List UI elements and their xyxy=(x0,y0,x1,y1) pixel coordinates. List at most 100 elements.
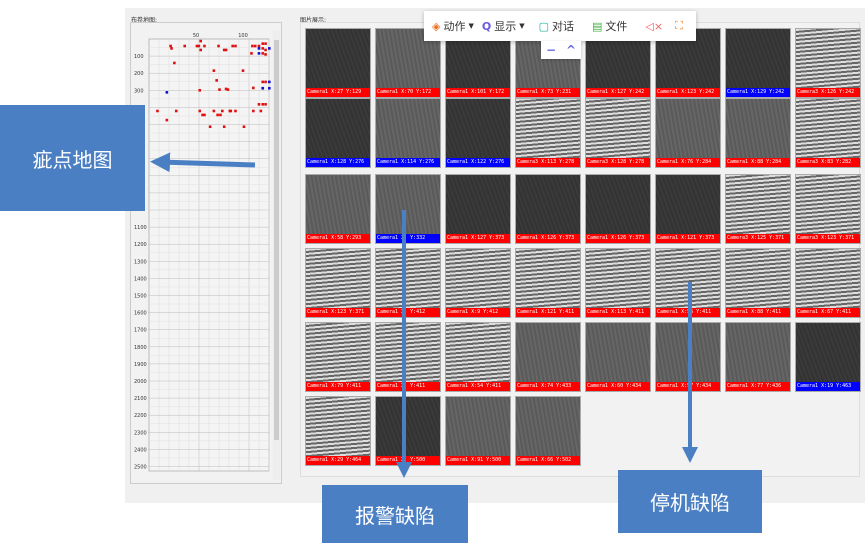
defect-image-tile[interactable]: Camera1 X: Y:411 xyxy=(375,322,441,392)
defect-image-tile[interactable]: Camera1 X:88 Y:411 xyxy=(725,248,791,318)
defect-image-tile[interactable]: Camera3 X:123 Y:371 xyxy=(795,174,861,244)
stop-defect-point xyxy=(268,80,271,84)
chat-icon: ▢ xyxy=(538,19,550,33)
defect-image-tile[interactable]: Camera1 X: Y:500 xyxy=(375,396,441,466)
tile-caption: Camera1 X: Y:500 xyxy=(376,456,440,465)
defect-image-tile[interactable]: Camera1 X:19 Y:463 xyxy=(795,322,861,392)
defect-image-tile[interactable]: Camera1 X:57 Y:434 xyxy=(655,322,721,392)
defect-image-tile[interactable]: Camera3 X:113 Y:278 xyxy=(515,98,581,168)
defect-image-tile[interactable]: Camera1 X:113 Y:411 xyxy=(585,248,651,318)
y-tick-label: 1900 xyxy=(134,362,147,368)
defect-image-tile[interactable]: Camera1 X:129 Y:242 xyxy=(725,28,791,98)
tile-caption: Camera3 X:123 Y:371 xyxy=(796,234,860,243)
tile-caption: Camera1 X:101 Y:172 xyxy=(446,88,510,97)
alarm-defect-point xyxy=(212,109,216,113)
tile-caption: Camera1 X:114 Y:276 xyxy=(376,158,440,167)
defect-image-tile[interactable]: Camera1 X:76 Y:284 xyxy=(655,98,721,168)
tile-caption: Camera1 X:19 Y:463 xyxy=(796,382,860,391)
stop-defect-point xyxy=(268,47,271,50)
defect-image-tile[interactable]: Camera1 X:58 Y:293 xyxy=(305,174,371,244)
tile-caption: Camera1 X: Y:412 xyxy=(376,308,440,317)
defect-image-tile[interactable]: Camera1 X:121 Y:411 xyxy=(515,248,581,318)
alarm-defect-point xyxy=(208,125,212,129)
defect-image-tile[interactable]: Camera1 X:56 Y:411 xyxy=(655,248,721,318)
search-icon: Q xyxy=(481,19,492,33)
tile-caption: Camera1 X:76 Y:284 xyxy=(656,158,720,167)
defect-image-tile[interactable]: Camera1 X:114 Y:276 xyxy=(375,98,441,168)
defect-image-tile[interactable]: Camera1 X:79 Y:411 xyxy=(305,322,371,392)
stop-defect-point xyxy=(165,91,169,94)
tile-caption: Camera1 X: Y:332 xyxy=(376,234,440,243)
defect-image-tile[interactable]: Camera1 X:74 Y:433 xyxy=(515,322,581,392)
defect-image-tile[interactable]: Camera1 X:9 Y:412 xyxy=(445,248,511,318)
y-tick-label: 2500 xyxy=(134,465,147,471)
file-button[interactable]: ▤ 文件 xyxy=(592,19,628,34)
defect-image-tile[interactable]: Camera1 X:126 Y:373 xyxy=(515,174,581,244)
defect-image-tile[interactable]: Camera1 X: Y:412 xyxy=(375,248,441,318)
tile-caption: Camera1 X:60 Y:434 xyxy=(586,382,650,391)
defect-image-tile[interactable]: Camera1 X:88 Y:284 xyxy=(725,98,791,168)
y-tick-label: 300 xyxy=(134,88,144,94)
alarm-defect-point xyxy=(224,48,228,52)
y-tick-label: 2300 xyxy=(134,430,147,436)
alarm-defect-point xyxy=(261,103,265,106)
alarm-defect-point xyxy=(264,80,267,84)
alarm-defect-point xyxy=(197,44,201,48)
y-tick-label: 2100 xyxy=(134,396,147,402)
tile-caption: Camera1 X:127 Y:242 xyxy=(586,88,650,97)
defect-image-tile[interactable]: Camera1 X:77 Y:436 xyxy=(725,322,791,392)
defect-image-tile[interactable]: Camera1 X:54 Y:411 xyxy=(445,322,511,392)
tile-caption: Camera1 X:113 Y:411 xyxy=(586,308,650,317)
tile-caption: Camera1 X:29 Y:464 xyxy=(306,456,370,465)
defect-image-tile[interactable]: Camera3 X:125 Y:371 xyxy=(725,174,791,244)
chat-button[interactable]: ▢ 对话 xyxy=(538,19,575,34)
y-tick-label: 2400 xyxy=(134,447,147,453)
defect-image-tile[interactable]: Camera1 X:66 Y:502 xyxy=(515,396,581,466)
defect-map-chart[interactable]: 50 100 100 200 300 1100 1200 1300 1400 1500 1600 17… xyxy=(131,23,283,485)
tile-caption: Camera1 X:56 Y:411 xyxy=(656,308,720,317)
tile-caption: Camera1 X:88 Y:411 xyxy=(726,308,790,317)
defect-image-tile[interactable]: Camera1 X:60 Y:434 xyxy=(585,322,651,392)
alarm-defect-point xyxy=(217,44,220,48)
tile-caption: Camera3 X:128 Y:278 xyxy=(586,158,650,167)
alarm-defect-point xyxy=(261,42,265,45)
alarm-defect-point xyxy=(198,109,202,113)
alarm-defect-point xyxy=(241,69,245,72)
map-scrollbar[interactable] xyxy=(273,30,280,480)
defect-image-tile[interactable]: Camera1 X:29 Y:464 xyxy=(305,396,371,466)
y-tick-label: 1500 xyxy=(134,294,147,300)
defect-image-tile[interactable]: Camera3 X:128 Y:278 xyxy=(585,98,651,168)
alarm-defect-point xyxy=(173,61,176,65)
stop-defect-point xyxy=(257,47,261,50)
defect-image-tile[interactable]: Camera1 X:122 Y:276 xyxy=(445,98,511,168)
tile-caption: Camera1 X:70 Y:172 xyxy=(376,88,440,97)
defect-map-panel: 50 100 100 200 300 1100 1200 1300 1400 1500 1600 17… xyxy=(130,22,282,484)
tile-caption: Camera1 X:123 Y:242 xyxy=(656,88,720,97)
defect-image-tile[interactable]: Camera1 X: Y:332 xyxy=(375,174,441,244)
tile-caption: Camera1 X:122 Y:276 xyxy=(446,158,510,167)
tile-caption: Camera3 X:113 Y:278 xyxy=(516,158,580,167)
defect-image-tile[interactable]: Camera3 X:83 Y:282 xyxy=(795,98,861,168)
scrollbar-thumb[interactable] xyxy=(274,40,279,440)
defect-image-tile[interactable]: Camera1 X:91 Y:500 xyxy=(445,396,511,466)
defect-image-tile[interactable]: Camera1 X:126 Y:373 xyxy=(585,174,651,244)
display-menu-button[interactable]: Q 显示 ▼ xyxy=(481,19,525,34)
defect-image-tile[interactable]: Camera1 X:121 Y:373 xyxy=(655,174,721,244)
collapse-button[interactable]: ^ xyxy=(565,43,577,57)
defect-image-tile[interactable]: Camera1 X:27 Y:129 xyxy=(305,28,371,98)
defect-image-tile[interactable]: Camera1 X:67 Y:411 xyxy=(795,248,861,318)
fullscreen-button[interactable]: ⛶ xyxy=(675,19,683,33)
defect-image-tile[interactable]: Camera3 X:126 Y:242 xyxy=(795,28,861,98)
mute-button[interactable]: ◁× xyxy=(645,20,663,33)
y-tick-label: 1400 xyxy=(134,276,147,282)
y-tick-label: 2000 xyxy=(134,379,147,385)
alarm-defect-point xyxy=(251,44,254,48)
action-menu-button[interactable]: ◈ 动作 ▼ xyxy=(432,19,474,34)
defect-image-tile[interactable]: Camera1 X:127 Y:373 xyxy=(445,174,511,244)
minimize-button[interactable]: − xyxy=(545,43,557,57)
defect-image-tile[interactable]: Camera1 X:128 Y:276 xyxy=(305,98,371,168)
alarm-defect-point xyxy=(170,47,173,50)
alarm-defect-point xyxy=(257,44,261,48)
alarm-defect-point xyxy=(226,88,230,91)
defect-image-tile[interactable]: Camera1 X:123 Y:371 xyxy=(305,248,371,318)
